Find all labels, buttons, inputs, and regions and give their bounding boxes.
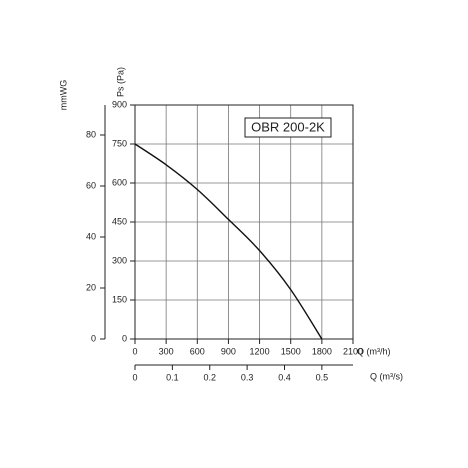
fan-curve [134,143,323,340]
x-tick-label: 0 [132,346,137,356]
x2-tick-label: 0.5 [316,372,329,382]
x-tick-label: 1200 [250,346,270,356]
x2-tick-label: 0 [132,372,137,382]
x-tick-label: 1800 [312,346,332,356]
x-tick-label: 900 [221,346,236,356]
y2-tick-label: 60 [86,180,96,190]
y-tick-label: 300 [112,255,127,265]
y-tick-label: 750 [112,138,127,148]
y-tick-label: 150 [112,294,127,304]
y2-tick-label: 20 [86,282,96,292]
x2-axis-title: Q (m³/s) [370,371,403,381]
y2-tick-label: 40 [86,231,96,241]
y2-tick-label: 0 [91,333,96,343]
y-tick-label: 600 [112,177,127,187]
plot-frame [134,104,354,340]
x-tick-label: 2100 [343,346,363,356]
x2-tick-label: 0.2 [203,372,216,382]
y-tick-label: 0 [122,333,127,343]
y2-axis-title: mmWG [58,80,68,111]
y-tick-label: 900 [112,99,127,109]
y-tick-label: 450 [112,216,127,226]
x2-tick-label: 0.4 [278,372,291,382]
y2-tick-label: 80 [86,129,96,139]
x-tick-label: 300 [159,346,174,356]
label-box [244,117,332,138]
series-label: OBR 200-2K [251,119,325,134]
y-axis-title: Ps (Pa) [115,67,125,97]
x-tick-label: 600 [190,346,205,356]
x-tick-label: 1500 [281,346,301,356]
x-axis-title: Q (m³/h) [357,346,391,356]
x2-tick-label: 0.3 [241,372,254,382]
x2-tick-label: 0.1 [166,372,179,382]
